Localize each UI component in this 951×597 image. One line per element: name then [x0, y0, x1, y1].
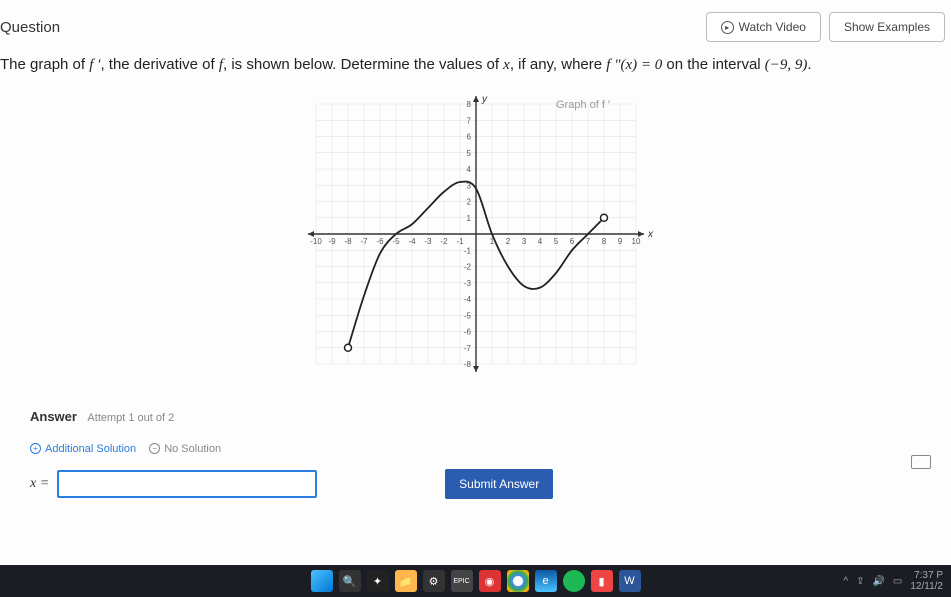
x-equals-label: x =: [30, 476, 49, 492]
svg-text:8: 8: [601, 237, 606, 246]
show-examples-label: Show Examples: [844, 20, 930, 34]
explorer-icon[interactable]: 📁: [395, 570, 417, 592]
svg-text:7: 7: [466, 116, 471, 125]
svg-text:x: x: [647, 229, 654, 240]
question-title: Question: [0, 19, 60, 36]
svg-text:6: 6: [569, 237, 574, 246]
svg-text:-4: -4: [408, 237, 416, 246]
search-icon[interactable]: 🔍: [339, 570, 361, 592]
answer-label: Answer: [30, 409, 77, 424]
svg-text:-3: -3: [424, 237, 432, 246]
epic-icon[interactable]: EPIC: [451, 570, 473, 592]
svg-text:-6: -6: [376, 237, 384, 246]
svg-text:10: 10: [631, 237, 640, 246]
svg-text:-4: -4: [463, 295, 471, 304]
watch-video-button[interactable]: ▸ Watch Video: [706, 12, 821, 42]
svg-text:4: 4: [537, 237, 542, 246]
svg-text:4: 4: [466, 165, 471, 174]
settings-icon[interactable]: ⚙: [423, 570, 445, 592]
spotify-icon[interactable]: [563, 570, 585, 592]
app-icon-2[interactable]: ▮: [591, 570, 613, 592]
tray-wifi-icon[interactable]: ⇪: [856, 576, 864, 587]
svg-text:-8: -8: [463, 360, 471, 369]
svg-text:5: 5: [553, 237, 558, 246]
svg-text:5: 5: [466, 149, 471, 158]
play-icon: ▸: [721, 21, 734, 34]
graph-of-f-prime: -10 -9 -8 -7 -6 -5 -4 -3 -2 -1 1 2 3 4 5 6 7 8 9 10 -8 -7 -6 -5…: [276, 84, 676, 384]
svg-text:8: 8: [466, 100, 471, 109]
clock-date: 12/11/2: [910, 581, 943, 592]
edge-icon[interactable]: e: [535, 570, 557, 592]
svg-text:-6: -6: [463, 328, 471, 337]
chrome-icon[interactable]: [507, 570, 529, 592]
additional-solution-link[interactable]: + Additional Solution: [30, 443, 136, 455]
svg-text:1: 1: [466, 214, 471, 223]
svg-text:9: 9: [617, 237, 622, 246]
word-icon[interactable]: W: [619, 570, 641, 592]
start-icon[interactable]: [311, 570, 333, 592]
svg-text:-7: -7: [463, 344, 471, 353]
show-examples-button[interactable]: Show Examples: [829, 12, 945, 42]
taskbar: 🔍 ✦ 📁 ⚙ EPIC ◉ e ▮ W ^ ⇪ 🔊 ▭ 7:37 P 12/1…: [0, 565, 951, 597]
tray-chevron-icon[interactable]: ^: [843, 576, 848, 587]
svg-text:-5: -5: [392, 237, 400, 246]
clock-time[interactable]: 7:37 P: [910, 570, 943, 581]
tray-volume-icon[interactable]: 🔊: [872, 576, 884, 587]
watch-video-label: Watch Video: [739, 20, 806, 34]
problem-text: The graph of f ′, the derivative of f, i…: [0, 52, 951, 74]
svg-text:-8: -8: [344, 237, 352, 246]
answer-input[interactable]: [57, 470, 317, 498]
svg-text:-7: -7: [360, 237, 368, 246]
svg-text:-10: -10: [310, 237, 322, 246]
tray-battery-icon[interactable]: ▭: [893, 576, 902, 587]
keyboard-icon[interactable]: [911, 455, 931, 469]
svg-text:y: y: [481, 94, 488, 105]
submit-answer-button[interactable]: Submit Answer: [445, 469, 553, 499]
svg-text:7: 7: [585, 237, 590, 246]
app-icon-1[interactable]: ◉: [479, 570, 501, 592]
svg-text:-2: -2: [440, 237, 448, 246]
no-solution-link[interactable]: − No Solution: [149, 443, 221, 455]
plus-icon: +: [30, 443, 41, 454]
svg-text:2: 2: [505, 237, 510, 246]
svg-text:-1: -1: [456, 237, 464, 246]
svg-text:-2: -2: [463, 263, 471, 272]
copilot-icon[interactable]: ✦: [367, 570, 389, 592]
attempt-text: Attempt 1 out of 2: [87, 412, 174, 424]
svg-text:6: 6: [466, 133, 471, 142]
svg-text:-3: -3: [463, 279, 471, 288]
svg-text:3: 3: [521, 237, 526, 246]
svg-text:Graph of f ′: Graph of f ′: [556, 99, 610, 111]
minus-icon: −: [149, 443, 160, 454]
svg-text:2: 2: [466, 198, 471, 207]
svg-text:-1: -1: [463, 246, 471, 255]
svg-text:-5: -5: [463, 311, 471, 320]
svg-text:-9: -9: [328, 237, 336, 246]
